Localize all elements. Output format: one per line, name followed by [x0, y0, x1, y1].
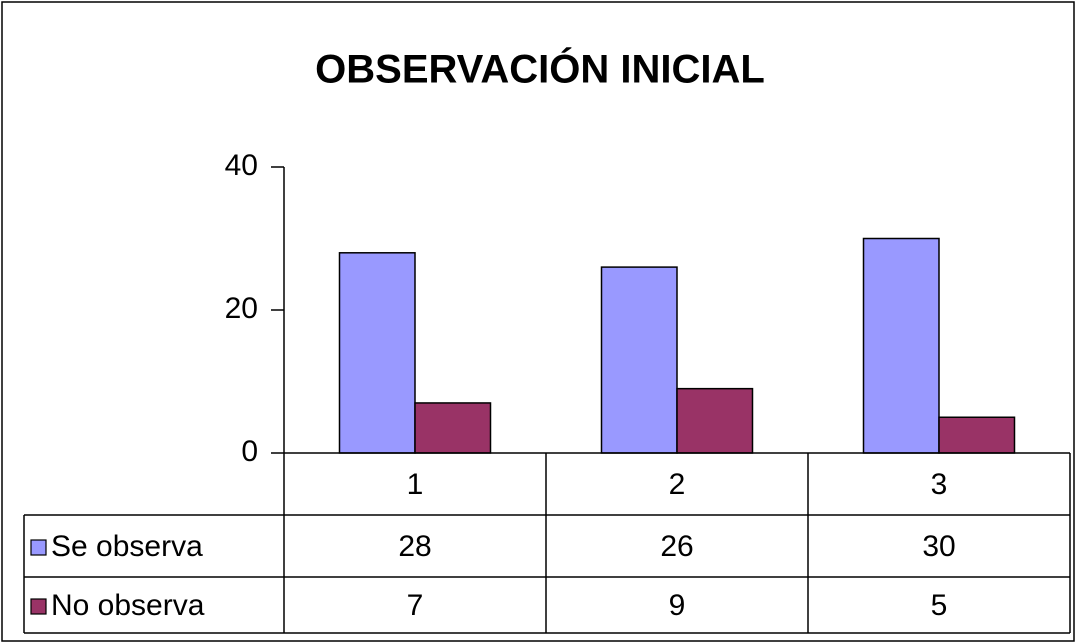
bar — [414, 402, 492, 454]
table-value: 9 — [669, 589, 686, 622]
legend-key — [30, 539, 47, 556]
table-value: 5 — [931, 589, 948, 622]
legend-label: Se observa — [51, 530, 203, 563]
table-value: 7 — [407, 589, 424, 622]
bar — [600, 266, 678, 454]
table-value: 26 — [660, 530, 693, 563]
bar — [862, 237, 940, 454]
bar — [338, 252, 416, 454]
y-tick-label: 20 — [225, 292, 258, 325]
y-tick-label: 40 — [225, 149, 258, 182]
legend-key — [30, 598, 47, 615]
x-tick-label: 3 — [931, 468, 948, 501]
legend-label: No observa — [51, 589, 205, 622]
table-value: 28 — [398, 530, 431, 563]
chart-title: OBSERVACIÓN INICIAL — [315, 46, 765, 92]
table-value: 30 — [922, 530, 955, 563]
bar — [938, 416, 1016, 454]
x-tick-label: 2 — [669, 468, 686, 501]
y-tick-label: 0 — [241, 435, 258, 468]
x-tick-label: 1 — [407, 468, 424, 501]
bar — [676, 387, 754, 454]
